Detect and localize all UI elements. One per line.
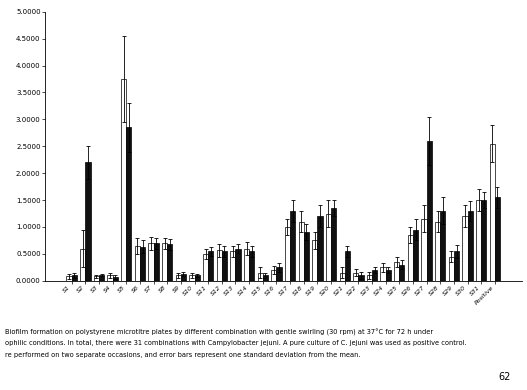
Bar	[181, 274, 186, 281]
Bar	[426, 141, 432, 281]
Bar	[290, 211, 295, 281]
Bar	[380, 268, 386, 281]
Bar	[66, 277, 72, 281]
Bar	[367, 275, 372, 281]
Bar	[476, 200, 481, 281]
Text: re performed on two separate occasions, and error bars represent one standard de: re performed on two separate occasions, …	[5, 352, 361, 358]
Bar	[217, 250, 222, 281]
Bar	[312, 240, 317, 281]
Bar	[490, 144, 495, 281]
Bar	[481, 200, 486, 281]
Bar	[285, 227, 290, 281]
Bar	[495, 197, 500, 281]
Bar	[331, 208, 336, 281]
Bar	[99, 275, 104, 281]
Bar	[386, 270, 391, 281]
Bar	[277, 268, 281, 281]
Bar	[244, 248, 249, 281]
Bar	[72, 275, 77, 281]
Bar	[271, 270, 277, 281]
Bar	[162, 243, 167, 281]
Bar	[304, 232, 309, 281]
Bar	[435, 222, 440, 281]
Bar	[249, 251, 255, 281]
Bar	[236, 248, 241, 281]
Bar	[358, 275, 364, 281]
Bar	[230, 251, 236, 281]
Bar	[121, 79, 126, 281]
Bar	[167, 244, 172, 281]
Bar	[263, 275, 268, 281]
Bar	[462, 216, 467, 281]
Bar	[149, 243, 153, 281]
Bar	[467, 211, 473, 281]
Bar	[85, 162, 91, 281]
Bar	[222, 251, 227, 281]
Bar	[317, 216, 323, 281]
Bar	[80, 248, 85, 281]
Text: ophilic conditions. In total, there were 31 combinations with Campylobacter jeju: ophilic conditions. In total, there were…	[5, 340, 467, 346]
Text: Biofilm formation on polystyrene microtitre plates by different combination with: Biofilm formation on polystyrene microti…	[5, 328, 433, 336]
Bar	[299, 222, 304, 281]
Bar	[413, 230, 418, 281]
Bar	[353, 273, 358, 281]
Bar	[422, 219, 426, 281]
Bar	[345, 251, 350, 281]
Bar	[126, 128, 131, 281]
Bar	[258, 273, 263, 281]
Bar	[339, 273, 345, 281]
Bar	[399, 265, 405, 281]
Bar	[189, 275, 194, 281]
Bar	[326, 213, 331, 281]
Bar	[135, 246, 140, 281]
Bar	[408, 235, 413, 281]
Bar	[175, 275, 181, 281]
Bar	[108, 275, 113, 281]
Bar	[440, 211, 445, 281]
Bar	[454, 251, 459, 281]
Bar	[372, 270, 377, 281]
Bar	[140, 247, 145, 281]
Bar	[113, 277, 118, 281]
Bar	[203, 254, 208, 281]
Bar	[194, 275, 200, 281]
Bar	[153, 243, 159, 281]
Bar	[208, 251, 213, 281]
Bar	[394, 262, 399, 281]
Bar	[448, 257, 454, 281]
Bar	[94, 277, 99, 281]
Text: 62: 62	[499, 372, 511, 382]
